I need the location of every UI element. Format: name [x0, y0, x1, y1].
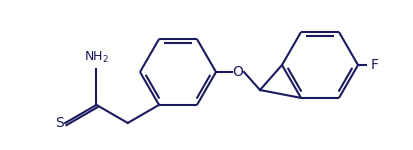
Text: S: S: [55, 116, 64, 130]
Text: NH$_2$: NH$_2$: [84, 50, 109, 65]
Text: O: O: [233, 65, 243, 79]
Text: F: F: [371, 58, 379, 72]
